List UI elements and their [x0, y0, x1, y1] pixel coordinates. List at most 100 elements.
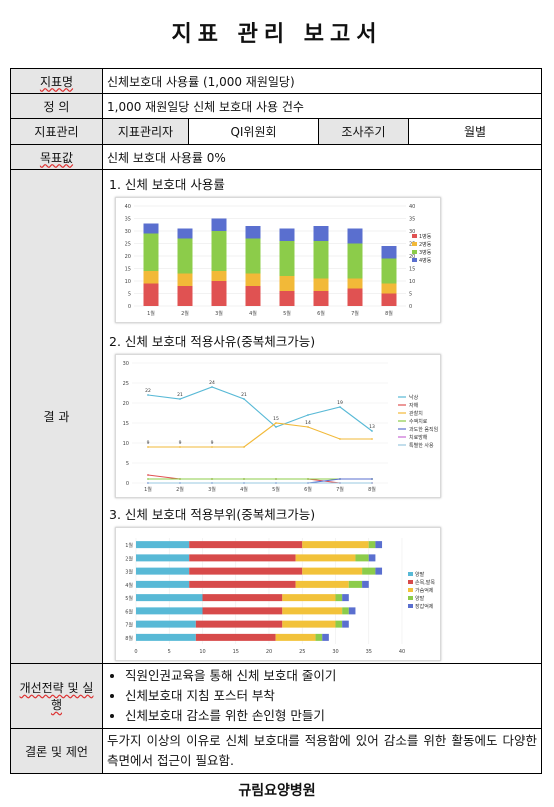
cycle-value: 월별: [407, 118, 543, 145]
legend-label: 2병동: [419, 241, 432, 248]
bar-segment: [136, 554, 190, 562]
data-point: [179, 478, 181, 480]
series-line: [147, 386, 373, 432]
x-tick-label: 3월: [215, 310, 223, 317]
data-label: 15: [273, 416, 279, 422]
legend-label: 3병동: [419, 249, 432, 256]
y-tick-label: 6월: [125, 608, 133, 615]
bar-segment: [143, 223, 159, 234]
legend-label: 낙상: [409, 394, 419, 401]
data-point: [147, 446, 149, 448]
bar-segment: [136, 633, 196, 641]
data-point: [179, 446, 181, 448]
legend-swatch: [412, 234, 417, 238]
bar-segment: [245, 286, 261, 306]
x-tick-label: 3월: [208, 486, 216, 493]
bar-segment: [302, 541, 369, 549]
data-label: 22: [145, 388, 151, 394]
legend-swatch: [408, 572, 413, 576]
manager-value: QI위원회: [188, 118, 319, 145]
data-point: [275, 422, 277, 424]
data-point: [371, 430, 373, 432]
section-part-title: 3. 신체 보호대 적용부위(중복체크가능): [109, 507, 316, 522]
bar-segment: [143, 271, 159, 284]
legend-swatch: [408, 604, 413, 608]
bar-segment: [381, 283, 397, 294]
manager-label: 지표관리자: [102, 118, 189, 145]
bar-segment: [136, 567, 190, 575]
bar-segment: [313, 278, 329, 291]
bar-segment: [136, 594, 203, 602]
conclusion-label: 결론 및 제언: [10, 728, 103, 774]
y-tick-label: 20: [125, 254, 131, 260]
data-point: [307, 478, 309, 480]
bar-segment: [313, 291, 329, 306]
x-tick-label: 4월: [240, 486, 248, 493]
y-tick-label: 0: [128, 304, 131, 310]
bar-segment: [195, 633, 276, 641]
bar-segment: [381, 293, 397, 306]
chart-usage: 005510101515202025253030353540401월2월3월4월…: [115, 197, 441, 323]
bar-segment: [295, 554, 356, 562]
legend-label: 치료방해: [409, 434, 428, 441]
legend-swatch: [412, 242, 417, 246]
data-point: [211, 446, 213, 448]
legend-label: 장갑억제: [415, 603, 434, 610]
x-tick-label: 10: [199, 649, 205, 655]
bar-segment: [362, 567, 376, 575]
strategy-label: 개선전략 및 실행: [10, 663, 103, 729]
y-tick-label: 10: [125, 279, 131, 285]
data-point: [339, 482, 341, 484]
y-tick-label: 25: [123, 381, 129, 387]
x-tick-label: 2월: [181, 310, 189, 317]
data-point: [371, 478, 373, 480]
bar-segment: [302, 567, 363, 575]
data-label: 24: [209, 380, 215, 386]
x-tick-label: 5: [168, 649, 171, 655]
x-tick-label: 1월: [144, 486, 152, 493]
y-tick-label-right: 15: [409, 267, 415, 273]
data-point: [243, 482, 245, 484]
y-tick-label: 20: [123, 401, 129, 407]
data-point: [243, 446, 245, 448]
bar-segment: [282, 607, 343, 615]
legend-label: 양팔: [415, 571, 425, 578]
result-content: 1. 신체 보호대 사용률 0 0 5 5 10 10 15 15 20 20 25 25 30 30 35…: [101, 169, 543, 664]
x-tick-label: 25: [299, 649, 305, 655]
target-label: 목표값: [10, 144, 103, 170]
data-point: [211, 478, 213, 480]
bar-segment: [143, 233, 159, 271]
x-tick-label: 35: [366, 649, 372, 655]
x-tick-label: 40: [399, 649, 405, 655]
y-tick-label: 25: [125, 242, 131, 248]
x-tick-label: 8월: [368, 486, 376, 493]
legend-label: 양발: [415, 595, 425, 602]
conclusion-value: 두가지 이상의 이유로 신체 보호대를 적용함에 있어 감소를 위한 활동에도 …: [101, 728, 543, 774]
bar-segment: [347, 243, 363, 279]
bar-segment: [136, 620, 196, 628]
y-tick-label-right: 5: [409, 292, 412, 298]
bar-segment: [362, 580, 369, 588]
y-tick-label: 2월: [125, 555, 133, 562]
cycle-label: 조사주기: [318, 118, 409, 145]
y-tick-label-right: 40: [409, 204, 415, 210]
bar-segment: [322, 633, 329, 641]
strategy-item: 직원인권교육을 통해 신체 보호대 줄이기: [125, 666, 537, 686]
data-label: 21: [177, 392, 183, 398]
y-tick-label: 4월: [125, 582, 133, 589]
bar-segment: [177, 286, 193, 306]
bar-segment: [279, 228, 295, 241]
bar-segment: [348, 580, 363, 588]
data-label: 14: [305, 420, 311, 426]
data-point: [339, 478, 341, 480]
bar-segment: [211, 281, 227, 306]
bar-segment: [245, 238, 261, 274]
legend-label: 특별한 사용: [409, 442, 434, 449]
y-tick-label: 1월: [125, 542, 133, 549]
x-tick-label: 15: [233, 649, 239, 655]
legend-label: 수액치료: [409, 418, 428, 425]
bar-segment: [375, 541, 383, 549]
target-value: 신체 보호대 사용률 0%: [101, 144, 543, 170]
y-tick-label-right: 10: [409, 279, 415, 285]
data-point: [339, 406, 341, 408]
